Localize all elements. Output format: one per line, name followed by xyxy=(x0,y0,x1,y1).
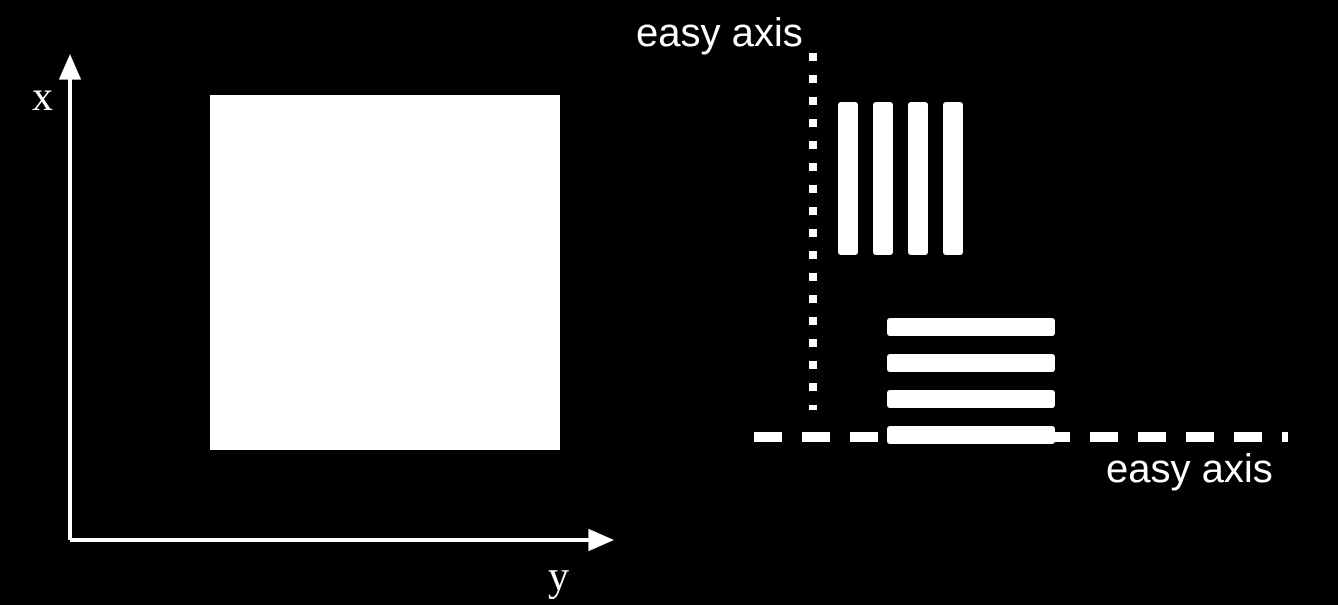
horizontal-stripe xyxy=(887,390,1055,408)
horizontal-stripe xyxy=(887,426,1055,444)
vertical-stripe xyxy=(943,102,963,255)
horizontal-stripe xyxy=(887,318,1055,336)
background xyxy=(0,0,1338,605)
easy-axis-horizontal-label: easy axis xyxy=(1106,447,1273,491)
film-square xyxy=(210,95,560,450)
vertical-stripe xyxy=(838,102,858,255)
horizontal-stripe xyxy=(887,354,1055,372)
x-axis-label: x xyxy=(32,74,53,120)
easy-axis-vertical-label: easy axis xyxy=(636,11,803,55)
vertical-stripe xyxy=(873,102,893,255)
vertical-stripe xyxy=(908,102,928,255)
y-axis-label: y xyxy=(548,554,569,600)
